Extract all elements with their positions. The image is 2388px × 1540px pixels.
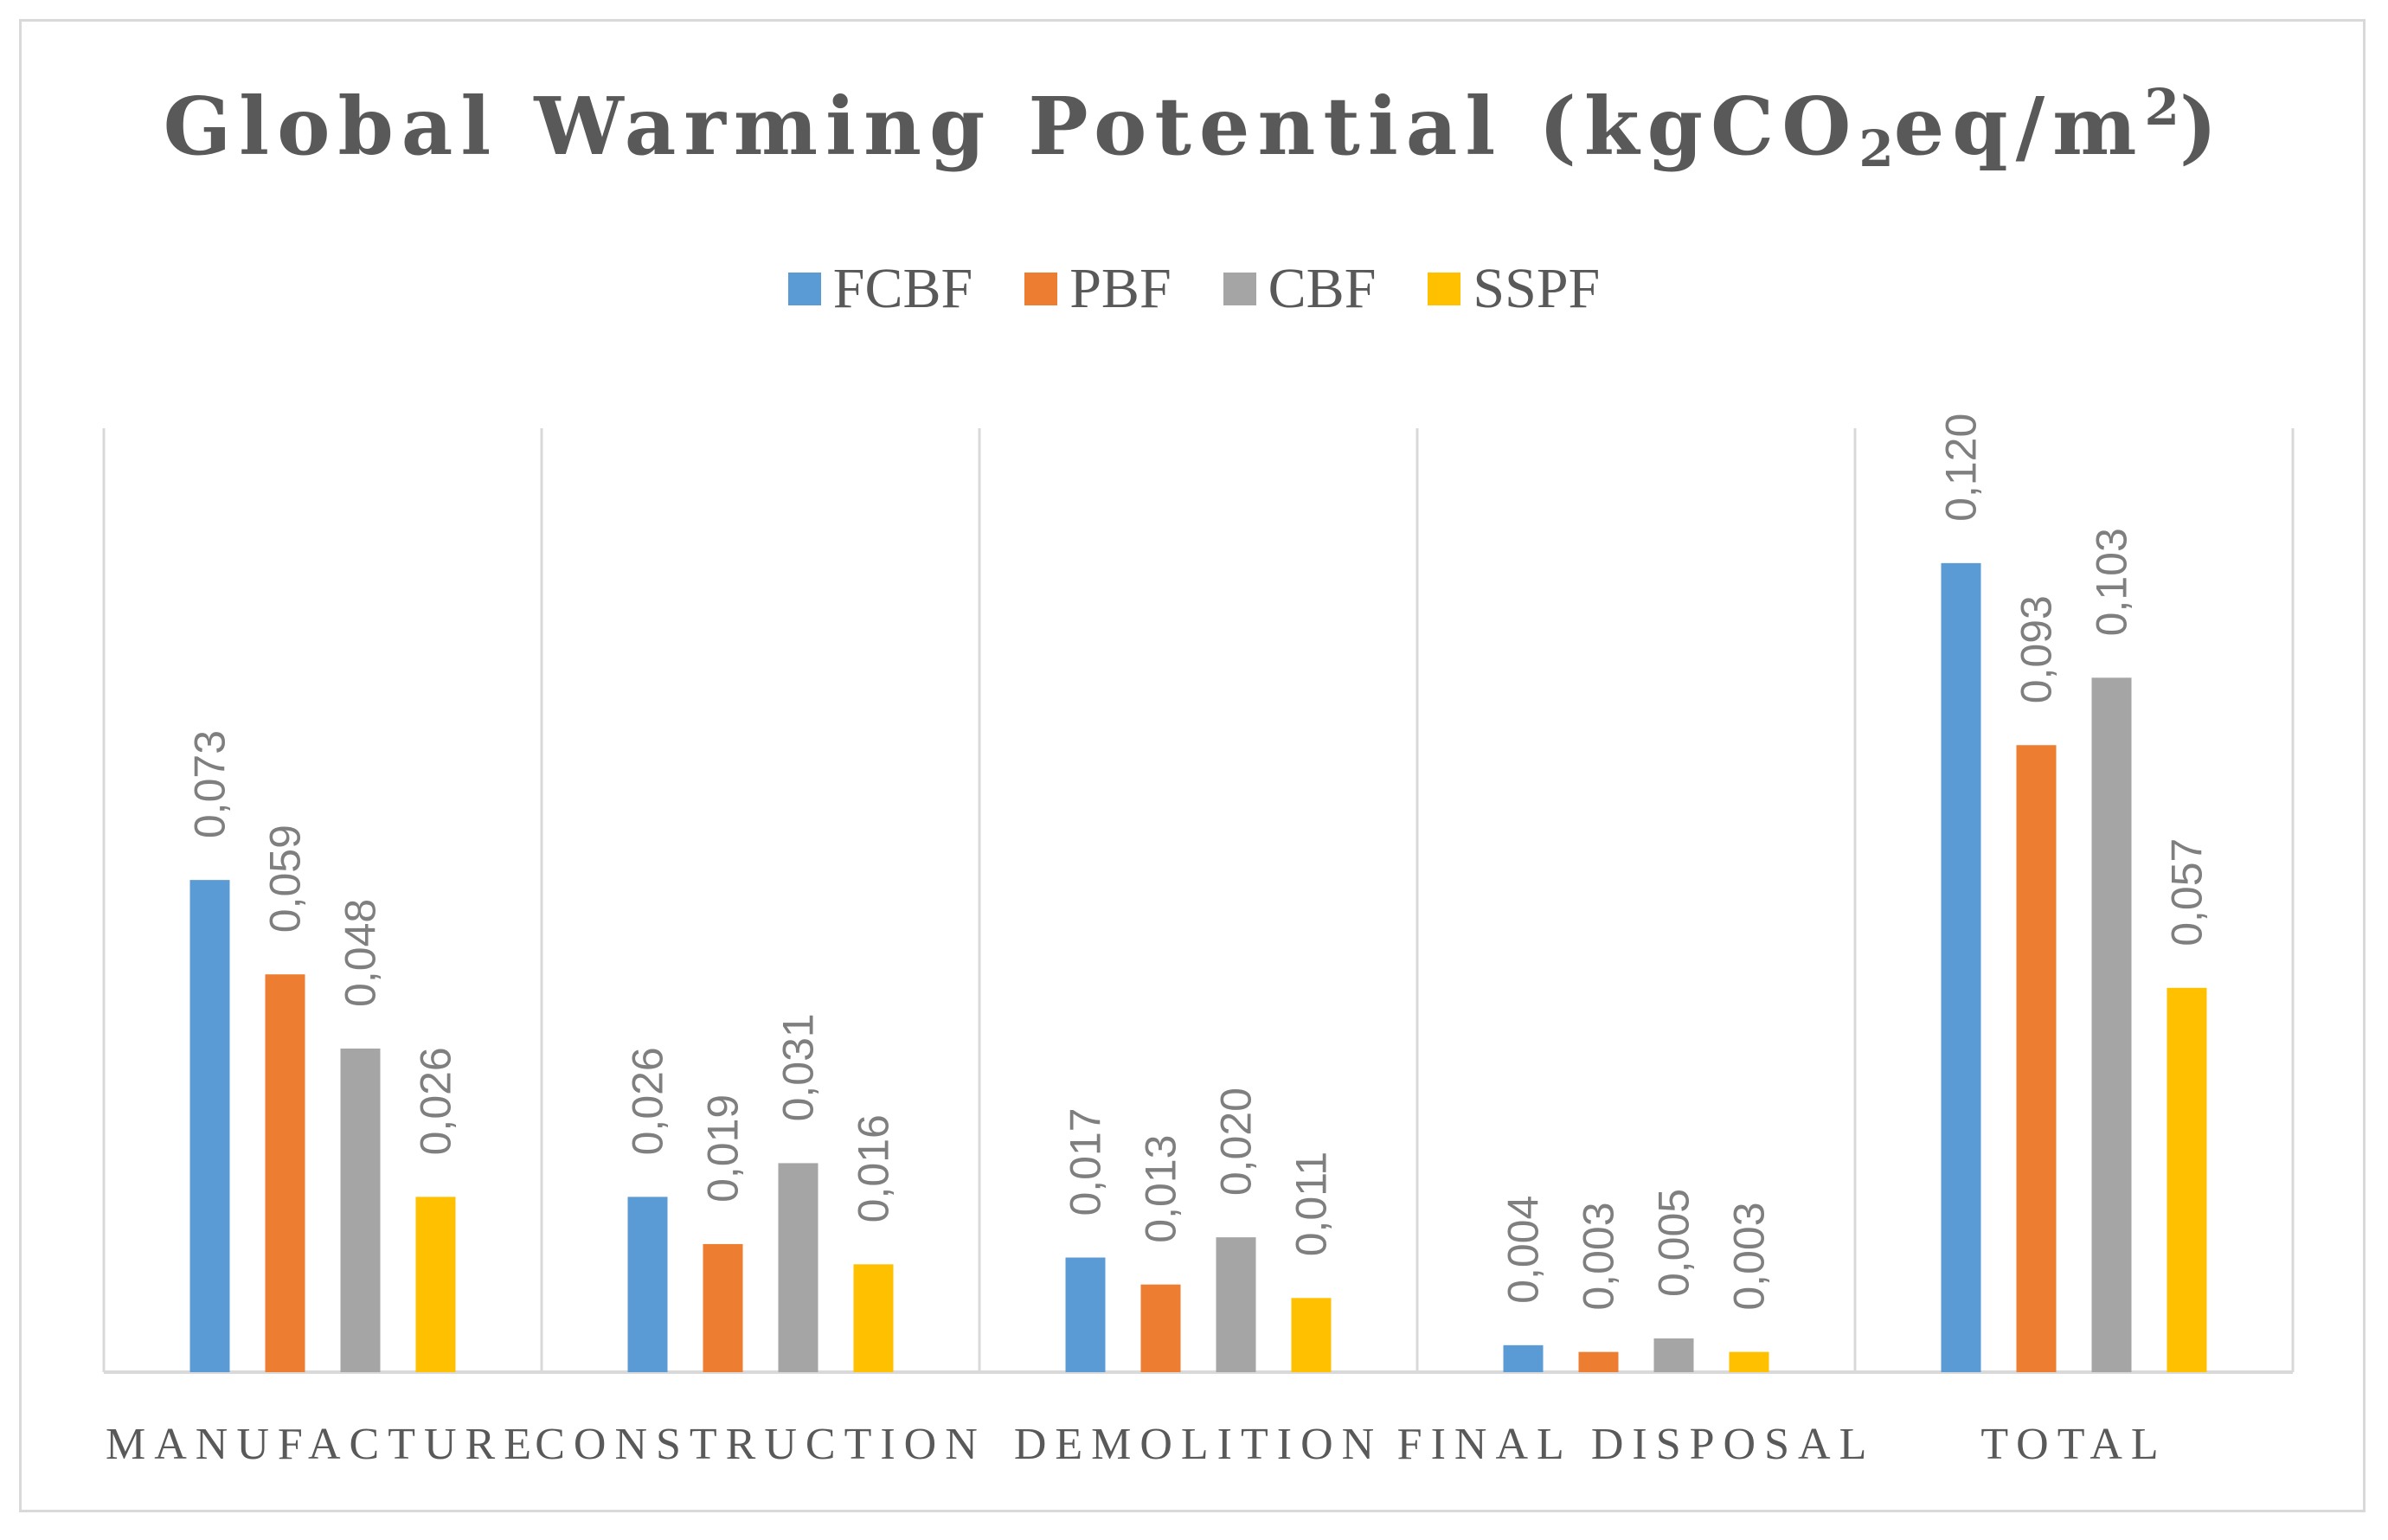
bar-fcbf-construction [627, 1197, 668, 1372]
legend-swatch-fcbf [787, 273, 821, 305]
data-label: 0,013 [1137, 1135, 1185, 1243]
bar-sspf-total [2167, 987, 2207, 1372]
data-label: 0,003 [1575, 1202, 1623, 1310]
bar-fcbf-demolition [1065, 1257, 1106, 1372]
category-label: FINAL DISPOSAL [1397, 1420, 1876, 1469]
bar-cbf-manufacture [340, 1048, 381, 1372]
data-label: 0,005 [1650, 1189, 1698, 1297]
data-label: 0,048 [337, 899, 385, 1007]
legend-item-sspf: SSPF [1428, 256, 1600, 322]
data-label: 0,093 [2012, 595, 2061, 703]
data-label: 0,011 [1287, 1152, 1336, 1256]
data-label: 0,016 [850, 1114, 898, 1222]
bar-fcbf-manufacture [189, 880, 230, 1372]
bar-fcbf-total [1941, 562, 1981, 1372]
bar-sspf-demolition [1291, 1298, 1332, 1372]
data-label: 0,026 [412, 1047, 460, 1155]
category-label: CONSTRUCTION [535, 1420, 986, 1469]
data-label: 0,019 [699, 1094, 748, 1203]
bar-sspf-final-disposal [1729, 1351, 1769, 1372]
legend-item-fcbf: FCBF [787, 256, 973, 322]
data-label: 0,003 [1725, 1202, 1774, 1310]
legend-swatch-sspf [1428, 273, 1461, 305]
data-label: 0,026 [624, 1047, 672, 1155]
legend-swatch-cbf [1223, 273, 1256, 305]
bar-pbf-total [2016, 745, 2057, 1372]
data-label: 0,031 [774, 1013, 823, 1121]
chart-title: Global Warming Potential (kgCO2eq/m2) [163, 78, 2225, 178]
data-label: 0,004 [1499, 1196, 1548, 1304]
legend-label-pbf: PBF [1069, 257, 1172, 320]
legend-item-pbf: PBF [1024, 256, 1172, 322]
bar-cbf-demolition [1216, 1237, 1256, 1372]
data-label: 0,103 [2088, 528, 2136, 636]
bar-cbf-construction [778, 1163, 818, 1372]
category-label: DEMOLITION [1014, 1420, 1383, 1469]
chart-legend: FCBF PBF CBF SSPF [0, 256, 2388, 322]
data-label: 0,017 [1062, 1107, 1110, 1216]
legend-swatch-pbf [1024, 273, 1058, 305]
bar-pbf-demolition [1140, 1284, 1181, 1372]
legend-item-cbf: CBF [1223, 256, 1377, 322]
category-label: MANUFACTURE [106, 1420, 540, 1469]
data-label: 0,120 [1937, 414, 1986, 522]
legend-label-sspf: SSPF [1473, 257, 1601, 320]
bar-fcbf-final-disposal [1503, 1344, 1544, 1372]
bar-cbf-final-disposal [1653, 1338, 1694, 1372]
legend-label-fcbf: FCBF [832, 257, 973, 320]
legend-label-cbf: CBF [1268, 257, 1377, 320]
bar-sspf-construction [853, 1264, 894, 1372]
bar-cbf-total [2091, 677, 2132, 1372]
data-label: 0,059 [261, 825, 310, 933]
data-label: 0,073 [186, 730, 234, 838]
bar-pbf-final-disposal [1578, 1351, 1619, 1372]
bar-pbf-manufacture [265, 974, 305, 1372]
bar-pbf-construction [703, 1243, 743, 1372]
data-label: 0,020 [1212, 1088, 1261, 1196]
data-label: 0,057 [2163, 838, 2211, 946]
category-label: TOTAL [1980, 1420, 2167, 1469]
bar-sspf-manufacture [415, 1197, 456, 1372]
